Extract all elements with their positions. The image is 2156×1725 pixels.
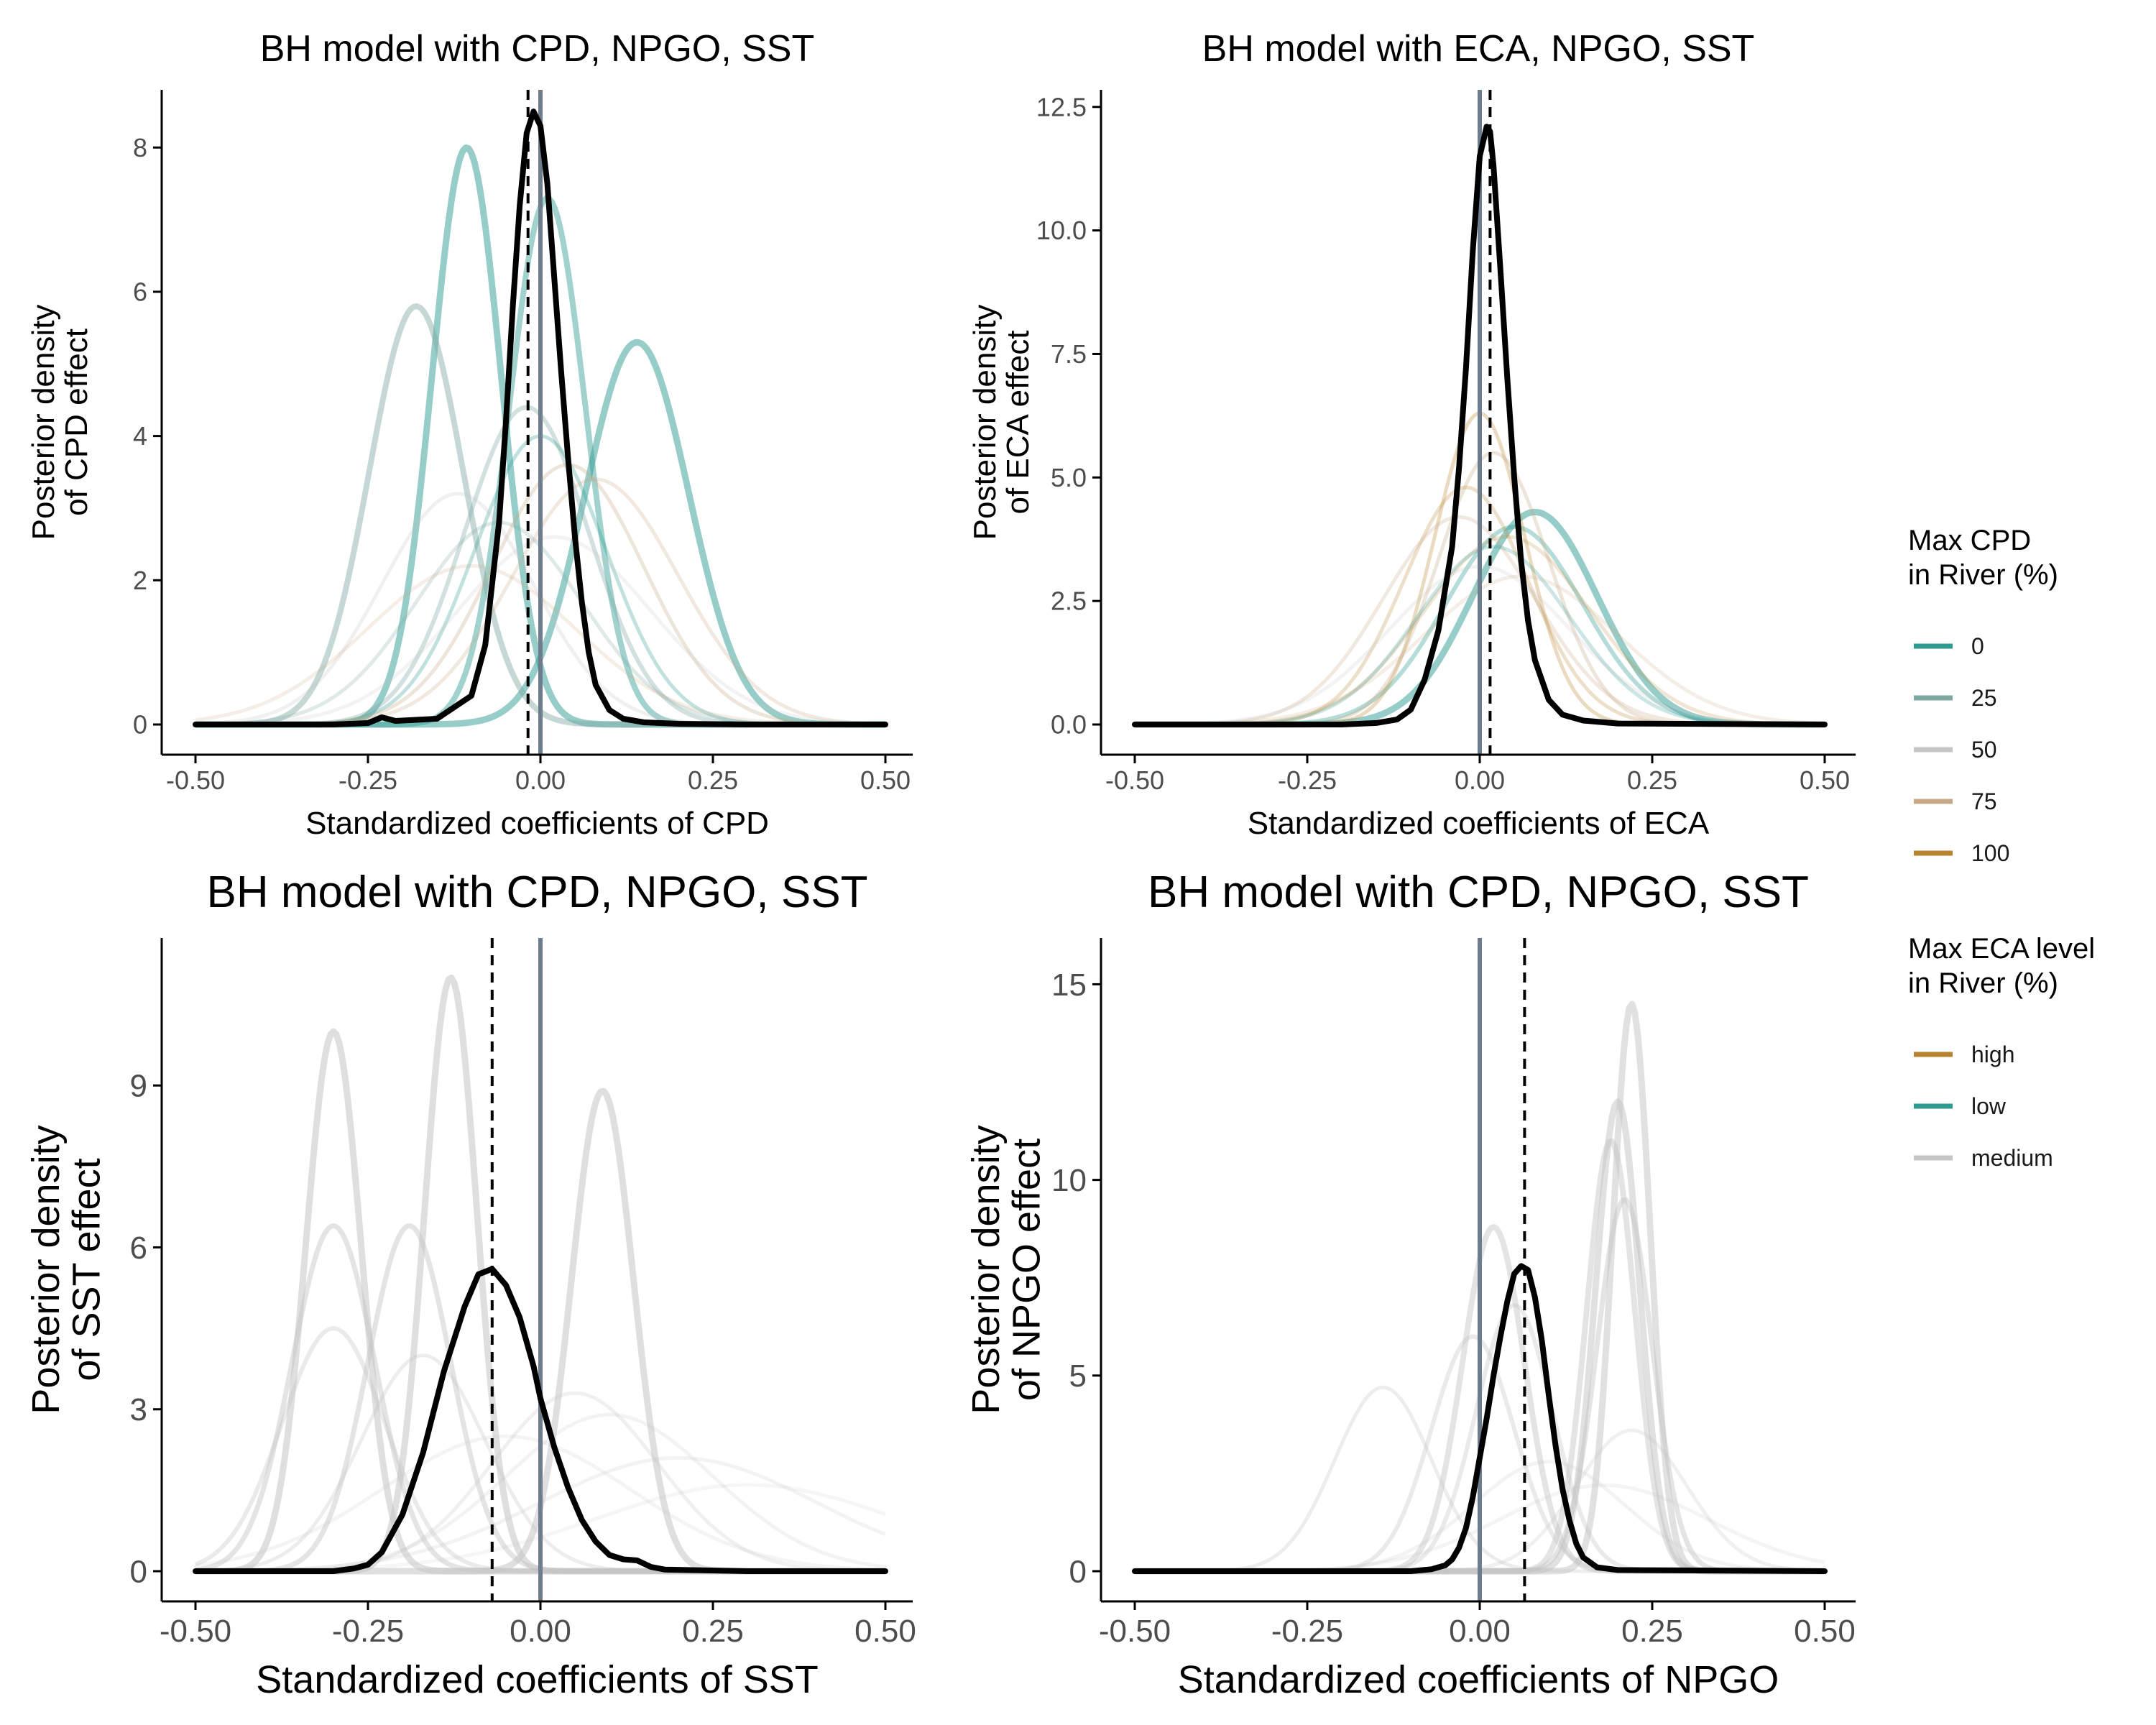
- legend-label: 100: [1971, 840, 2009, 866]
- y-tick-label: 12.5: [1036, 92, 1087, 121]
- x-axis-title: Standardized coefficients of ECA: [1248, 806, 1710, 841]
- posterior-density-curve: [1132, 124, 1828, 727]
- y-tick-label: 6: [133, 277, 147, 307]
- y-tick-label: 0: [133, 710, 147, 740]
- x-tick-label: 0.50: [1794, 1614, 1856, 1649]
- y-axis-title-line: Posterior density: [26, 305, 61, 540]
- y-tick-label: 4: [133, 421, 147, 451]
- y-axis-title-line: of CPD effect: [59, 328, 94, 516]
- y-tick-label: 2.5: [1051, 586, 1087, 616]
- y-tick-label: 6: [130, 1230, 147, 1266]
- y-tick-label: 10.0: [1036, 216, 1087, 245]
- x-tick-label: 0.00: [510, 1614, 571, 1649]
- legend-title-line: Max CPD: [1908, 525, 2031, 556]
- y-tick-label: 5: [1069, 1358, 1087, 1394]
- legend-item: 100: [1914, 840, 2009, 866]
- posterior-density-curve: [193, 109, 888, 727]
- x-axis-title: Standardized coefficients of NPGO: [1178, 1658, 1779, 1701]
- chart-title: BH model with CPD, NPGO, SST: [260, 28, 815, 70]
- y-tick-label: 3: [130, 1392, 147, 1427]
- x-tick-label: -0.25: [1278, 765, 1337, 795]
- x-tick-label: -0.50: [1105, 765, 1164, 795]
- legend-item: 50: [1914, 737, 1997, 763]
- x-tick-label: 0.00: [515, 765, 566, 795]
- y-tick-label: 8: [133, 133, 147, 162]
- legend-title-line: Max ECA level: [1908, 933, 2095, 965]
- posterior-density-curve: [193, 1266, 888, 1574]
- legend-title-line: in River (%): [1908, 559, 2058, 591]
- y-axis-title-line: Posterior density: [967, 305, 1003, 540]
- legend-item: 0: [1914, 633, 1984, 659]
- legend-label: 0: [1971, 633, 1984, 659]
- legend-label: low: [1971, 1093, 2007, 1119]
- x-tick-label: -0.50: [160, 1614, 231, 1649]
- x-tick-label: 0.25: [688, 765, 738, 795]
- x-tick-label: 0.25: [1621, 1614, 1683, 1649]
- legend-label: high: [1971, 1041, 2015, 1067]
- legend-item: 25: [1914, 685, 1997, 711]
- y-tick-label: 7.5: [1051, 339, 1087, 369]
- legend-label: 25: [1971, 685, 1997, 711]
- x-tick-label: 0.25: [682, 1614, 744, 1649]
- x-tick-label: 0.50: [860, 765, 911, 795]
- y-axis-title-line: Posterior density: [964, 1125, 1008, 1414]
- chart-title: BH model with ECA, NPGO, SST: [1202, 28, 1755, 70]
- y-axis-title-line: Posterior density: [24, 1125, 68, 1414]
- legend-label: 50: [1971, 737, 1997, 763]
- chart-title: BH model with CPD, NPGO, SST: [207, 868, 868, 917]
- y-axis-title-line: of SST effect: [65, 1158, 109, 1381]
- x-tick-label: 0.50: [1800, 765, 1850, 795]
- panel-cpd: BH model with CPD, NPGO, SST -0.50 -0.25 0.…: [26, 28, 913, 841]
- panel-sst: BH model with CPD, NPGO, SST -0.50 -0.25 0.…: [24, 868, 916, 1701]
- x-axis-title: Standardized coefficients of SST: [256, 1658, 818, 1701]
- y-tick-label: 2: [133, 566, 147, 595]
- panel-eca: BH model with ECA, NPGO, SST -0.50 -0.25 0.…: [967, 28, 1856, 841]
- chart-title: BH model with CPD, NPGO, SST: [1148, 868, 1809, 917]
- posterior-density-curve: [1132, 1263, 1828, 1574]
- x-tick-label: 0.25: [1627, 765, 1677, 795]
- legend-label: medium: [1971, 1145, 2053, 1171]
- legend-item: 75: [1914, 788, 1997, 814]
- y-tick-label: 5.0: [1051, 463, 1087, 492]
- y-tick-label: 15: [1051, 967, 1087, 1003]
- y-tick-label: 9: [130, 1069, 147, 1104]
- y-tick-label: 10: [1051, 1163, 1087, 1198]
- y-tick-label: 0.0: [1051, 710, 1087, 740]
- y-axis-title-line: of ECA effect: [1000, 330, 1036, 514]
- legend-item: low: [1914, 1093, 2007, 1119]
- legend-item: high: [1914, 1041, 2015, 1067]
- x-tick-label: 0.50: [854, 1614, 916, 1649]
- x-tick-label: -0.25: [338, 765, 397, 795]
- x-tick-label: 0.00: [1455, 765, 1505, 795]
- legend-title-line: in River (%): [1908, 967, 2058, 999]
- legend-item: medium: [1914, 1145, 2053, 1171]
- x-tick-label: -0.25: [1271, 1614, 1343, 1649]
- panel-npgo: BH model with CPD, NPGO, SST -0.50 -0.25 0.…: [964, 868, 1856, 1701]
- y-axis-title-line: of NPGO effect: [1005, 1138, 1049, 1401]
- legend-label: 75: [1971, 788, 1997, 814]
- x-tick-label: -0.50: [166, 765, 225, 795]
- y-tick-label: 0: [1069, 1554, 1087, 1589]
- x-axis-title: Standardized coefficients of CPD: [305, 806, 769, 841]
- x-tick-label: -0.50: [1099, 1614, 1171, 1649]
- x-tick-label: 0.00: [1449, 1614, 1511, 1649]
- x-tick-label: -0.25: [332, 1614, 404, 1649]
- y-tick-label: 0: [130, 1554, 147, 1589]
